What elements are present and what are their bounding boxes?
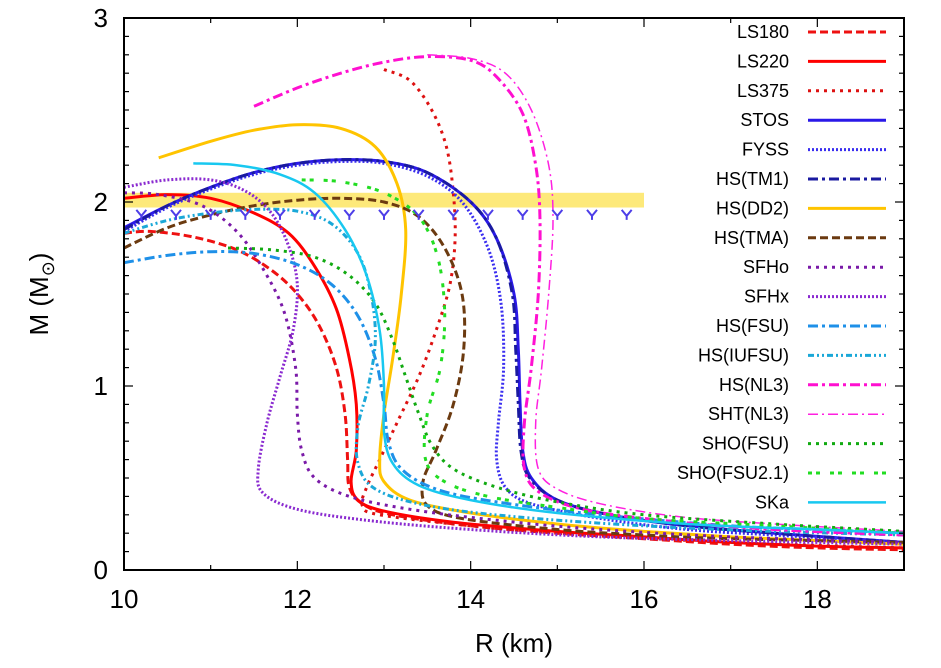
legend-item-sho-fsu: SHO(FSU) [702,434,886,454]
series-line-hs-dd2 [158,123,904,546]
y-tick-label: 3 [94,3,108,33]
legend-item-ska: SKa [755,492,886,512]
series-line-sht-nl3 [427,54,904,533]
legend-label: LS180 [737,22,789,42]
series-line-fyss [124,159,904,544]
legend-item-hs-fsu: HS(FSU) [716,316,886,336]
legend-label: HS(TM1) [716,169,789,189]
legend-item-sho-fsu2-1: SHO(FSU2.1) [677,463,886,483]
legend-item-ls375: LS375 [737,81,886,101]
legend-item-hs-iufsu: HS(IUFSU) [698,345,886,365]
legend-label: HS(IUFSU) [698,345,789,365]
pulsar-marker [170,209,182,220]
legend-item-stos: STOS [740,110,886,130]
legend-item-ls220: LS220 [737,51,886,71]
pulsar-marker [135,209,148,220]
legend-label: STOS [740,110,789,130]
y-axis-label-close: ) [24,253,54,262]
x-axis-label: R (km) [475,628,553,658]
pulsar-marker [516,209,529,220]
legend-item-hs-tm1: HS(TM1) [716,169,886,189]
legend-label: HS(TMA) [714,228,789,248]
series-line-ls180 [124,229,904,552]
series-line-sfho [124,191,904,544]
y-tick-label: 0 [94,555,108,585]
series-line-ska [193,162,904,535]
x-tick-label: 10 [110,584,139,614]
legend-label: SHT(NL3) [708,404,789,424]
legend-item-hs-tma: HS(TMA) [714,228,886,248]
pulsar-marker [586,209,598,220]
series-line-ls375 [360,68,904,550]
pulsar-marker [412,209,425,220]
legend-item-fyss: FYSS [742,140,886,160]
legend-item-sht-nl3: SHT(NL3) [708,404,886,424]
pulsar-marker [620,209,633,220]
legend-label: SKa [755,492,790,512]
x-tick-label: 14 [456,584,485,614]
legend-label: SFHo [743,257,789,277]
series-line-sfhx [124,177,904,546]
legend-item-ls180: LS180 [737,22,886,42]
legend-label: LS375 [737,81,789,101]
y-tick-label: 1 [94,371,108,401]
pulsar-marker [551,209,564,220]
legend-label: FYSS [742,140,789,160]
x-tick-label: 12 [283,584,312,614]
observed-2Msun-band [124,192,644,208]
legend-label: HS(FSU) [716,316,789,336]
series-line-sho-fsu2-1 [301,178,904,535]
x-tick-label: 16 [630,584,659,614]
legend-item-sfho: SFHo [743,257,886,277]
pulsar-marker [378,209,390,220]
x-tick-label: 18 [803,584,832,614]
legend-label: HS(DD2) [716,198,789,218]
pulsar-marker [239,209,252,220]
legend-item-hs-nl3: HS(NL3) [719,375,886,395]
y-axis-label: M (M⊙) [24,253,58,336]
y-axis-label-main: M (M [24,276,54,335]
y-tick-label: 2 [94,187,108,217]
legend-label: HS(NL3) [719,375,789,395]
pulsar-marker [447,209,460,220]
series-line-hs-nl3 [253,55,904,537]
legend-label: SHO(FSU2.1) [677,463,789,483]
y-axis-label-sun-symbol: ⊙ [38,261,58,276]
legend-label: SHO(FSU) [702,434,789,454]
pulsar-marker [274,209,286,220]
legend-item-hs-dd2: HS(DD2) [716,198,886,218]
pulsar-marker [204,209,217,220]
legend-item-sfhx: SFHx [744,287,886,307]
pulsar-marker [482,209,494,220]
pulsar-marker [343,209,356,220]
legend-label: LS220 [737,51,789,71]
pulsar-marker [308,209,321,220]
series-line-hs-tma [124,196,904,544]
legend-label: SFHx [744,287,789,307]
